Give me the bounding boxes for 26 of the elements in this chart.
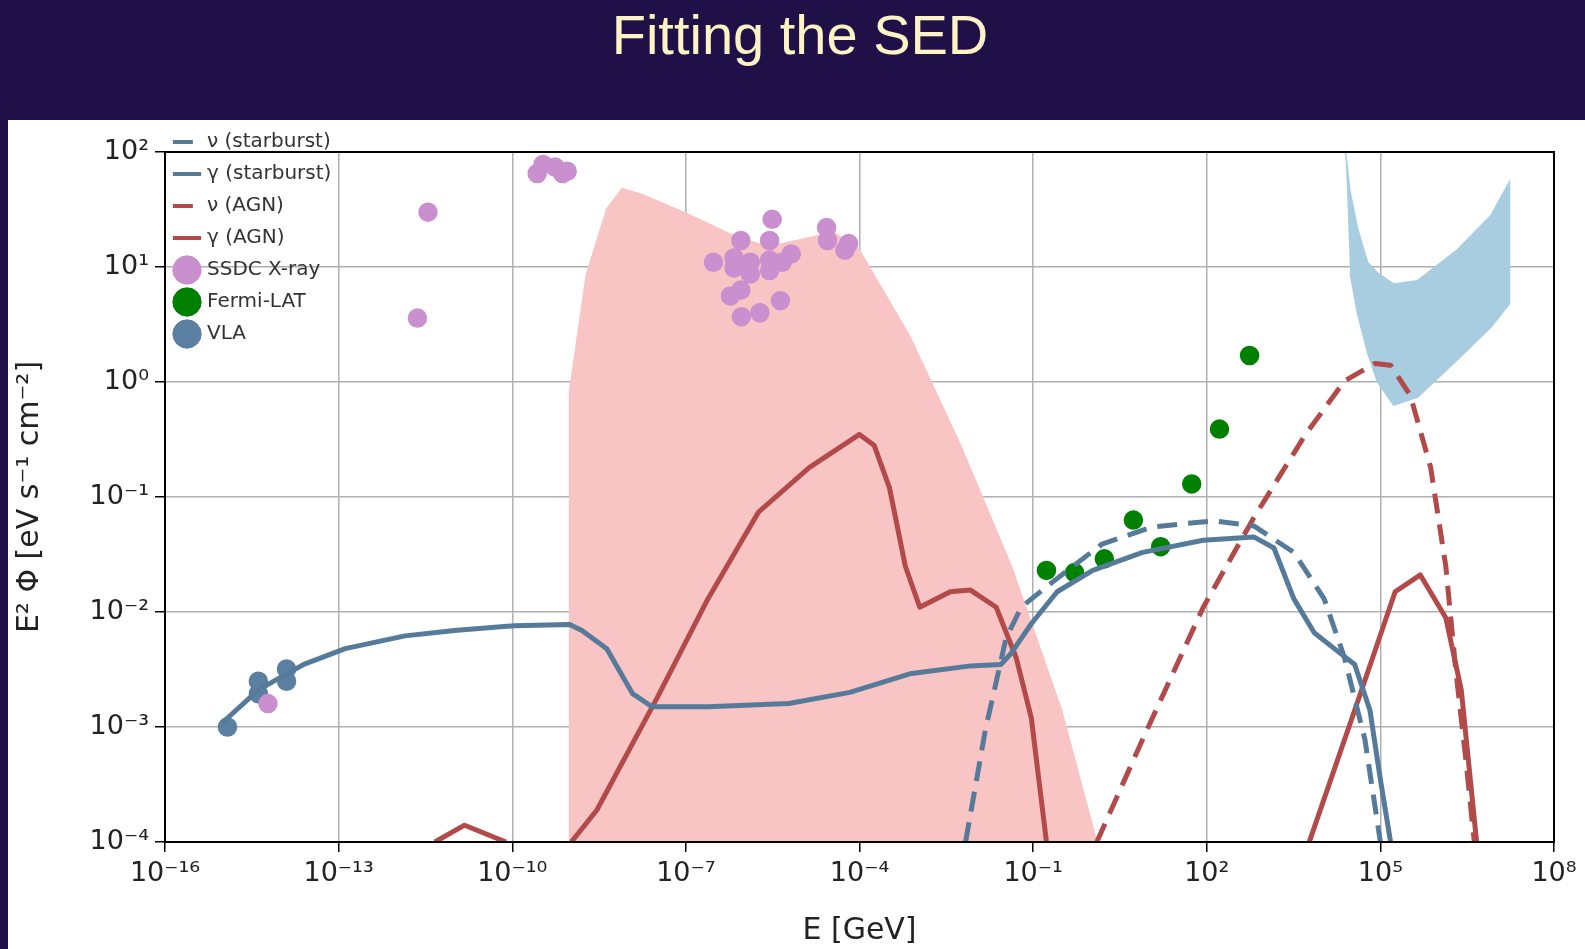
- legend-label: γ (starburst): [207, 160, 332, 185]
- y-tick-label: 10⁻²: [89, 594, 149, 626]
- y-tick-label: 10⁻³: [89, 709, 149, 741]
- x-tick-label: 10⁻¹⁰: [477, 856, 548, 888]
- x-tick-label: 10⁻⁴: [829, 856, 890, 888]
- legend-label: ν (AGN): [207, 192, 284, 217]
- x-tick-label: 10⁵: [1357, 856, 1403, 888]
- x-axis-title: E [GeV]: [802, 910, 917, 946]
- chart-title: Fitting the SED: [610, 2, 990, 68]
- legend-label: Fermi-LAT: [207, 288, 307, 313]
- y-tick-label: 10⁻⁴: [89, 824, 149, 856]
- legend-label: ν (starburst): [207, 128, 331, 153]
- legend-label: γ (AGN): [207, 224, 285, 249]
- x-tick-label: 10²: [1184, 856, 1230, 888]
- legend-label: SSDC X-ray: [207, 256, 321, 281]
- y-tick-label: 10⁰: [103, 364, 149, 396]
- y-tick-label: 10¹: [103, 249, 149, 281]
- y-tick-label: 10²: [103, 134, 149, 166]
- x-tick-label: 10⁻⁷: [656, 856, 716, 888]
- y-axis-title: E² Φ [eV s⁻¹ cm⁻²]: [9, 360, 45, 634]
- x-tick-label: 10⁻¹³: [303, 856, 374, 888]
- legend-label: VLA: [207, 320, 247, 345]
- y-tick-label: 10⁻¹: [89, 479, 149, 511]
- x-tick-label: 10⁻¹⁶: [129, 856, 201, 888]
- x-tick-label: 10⁻¹: [1003, 856, 1063, 888]
- x-tick-label: 10⁸: [1531, 856, 1577, 888]
